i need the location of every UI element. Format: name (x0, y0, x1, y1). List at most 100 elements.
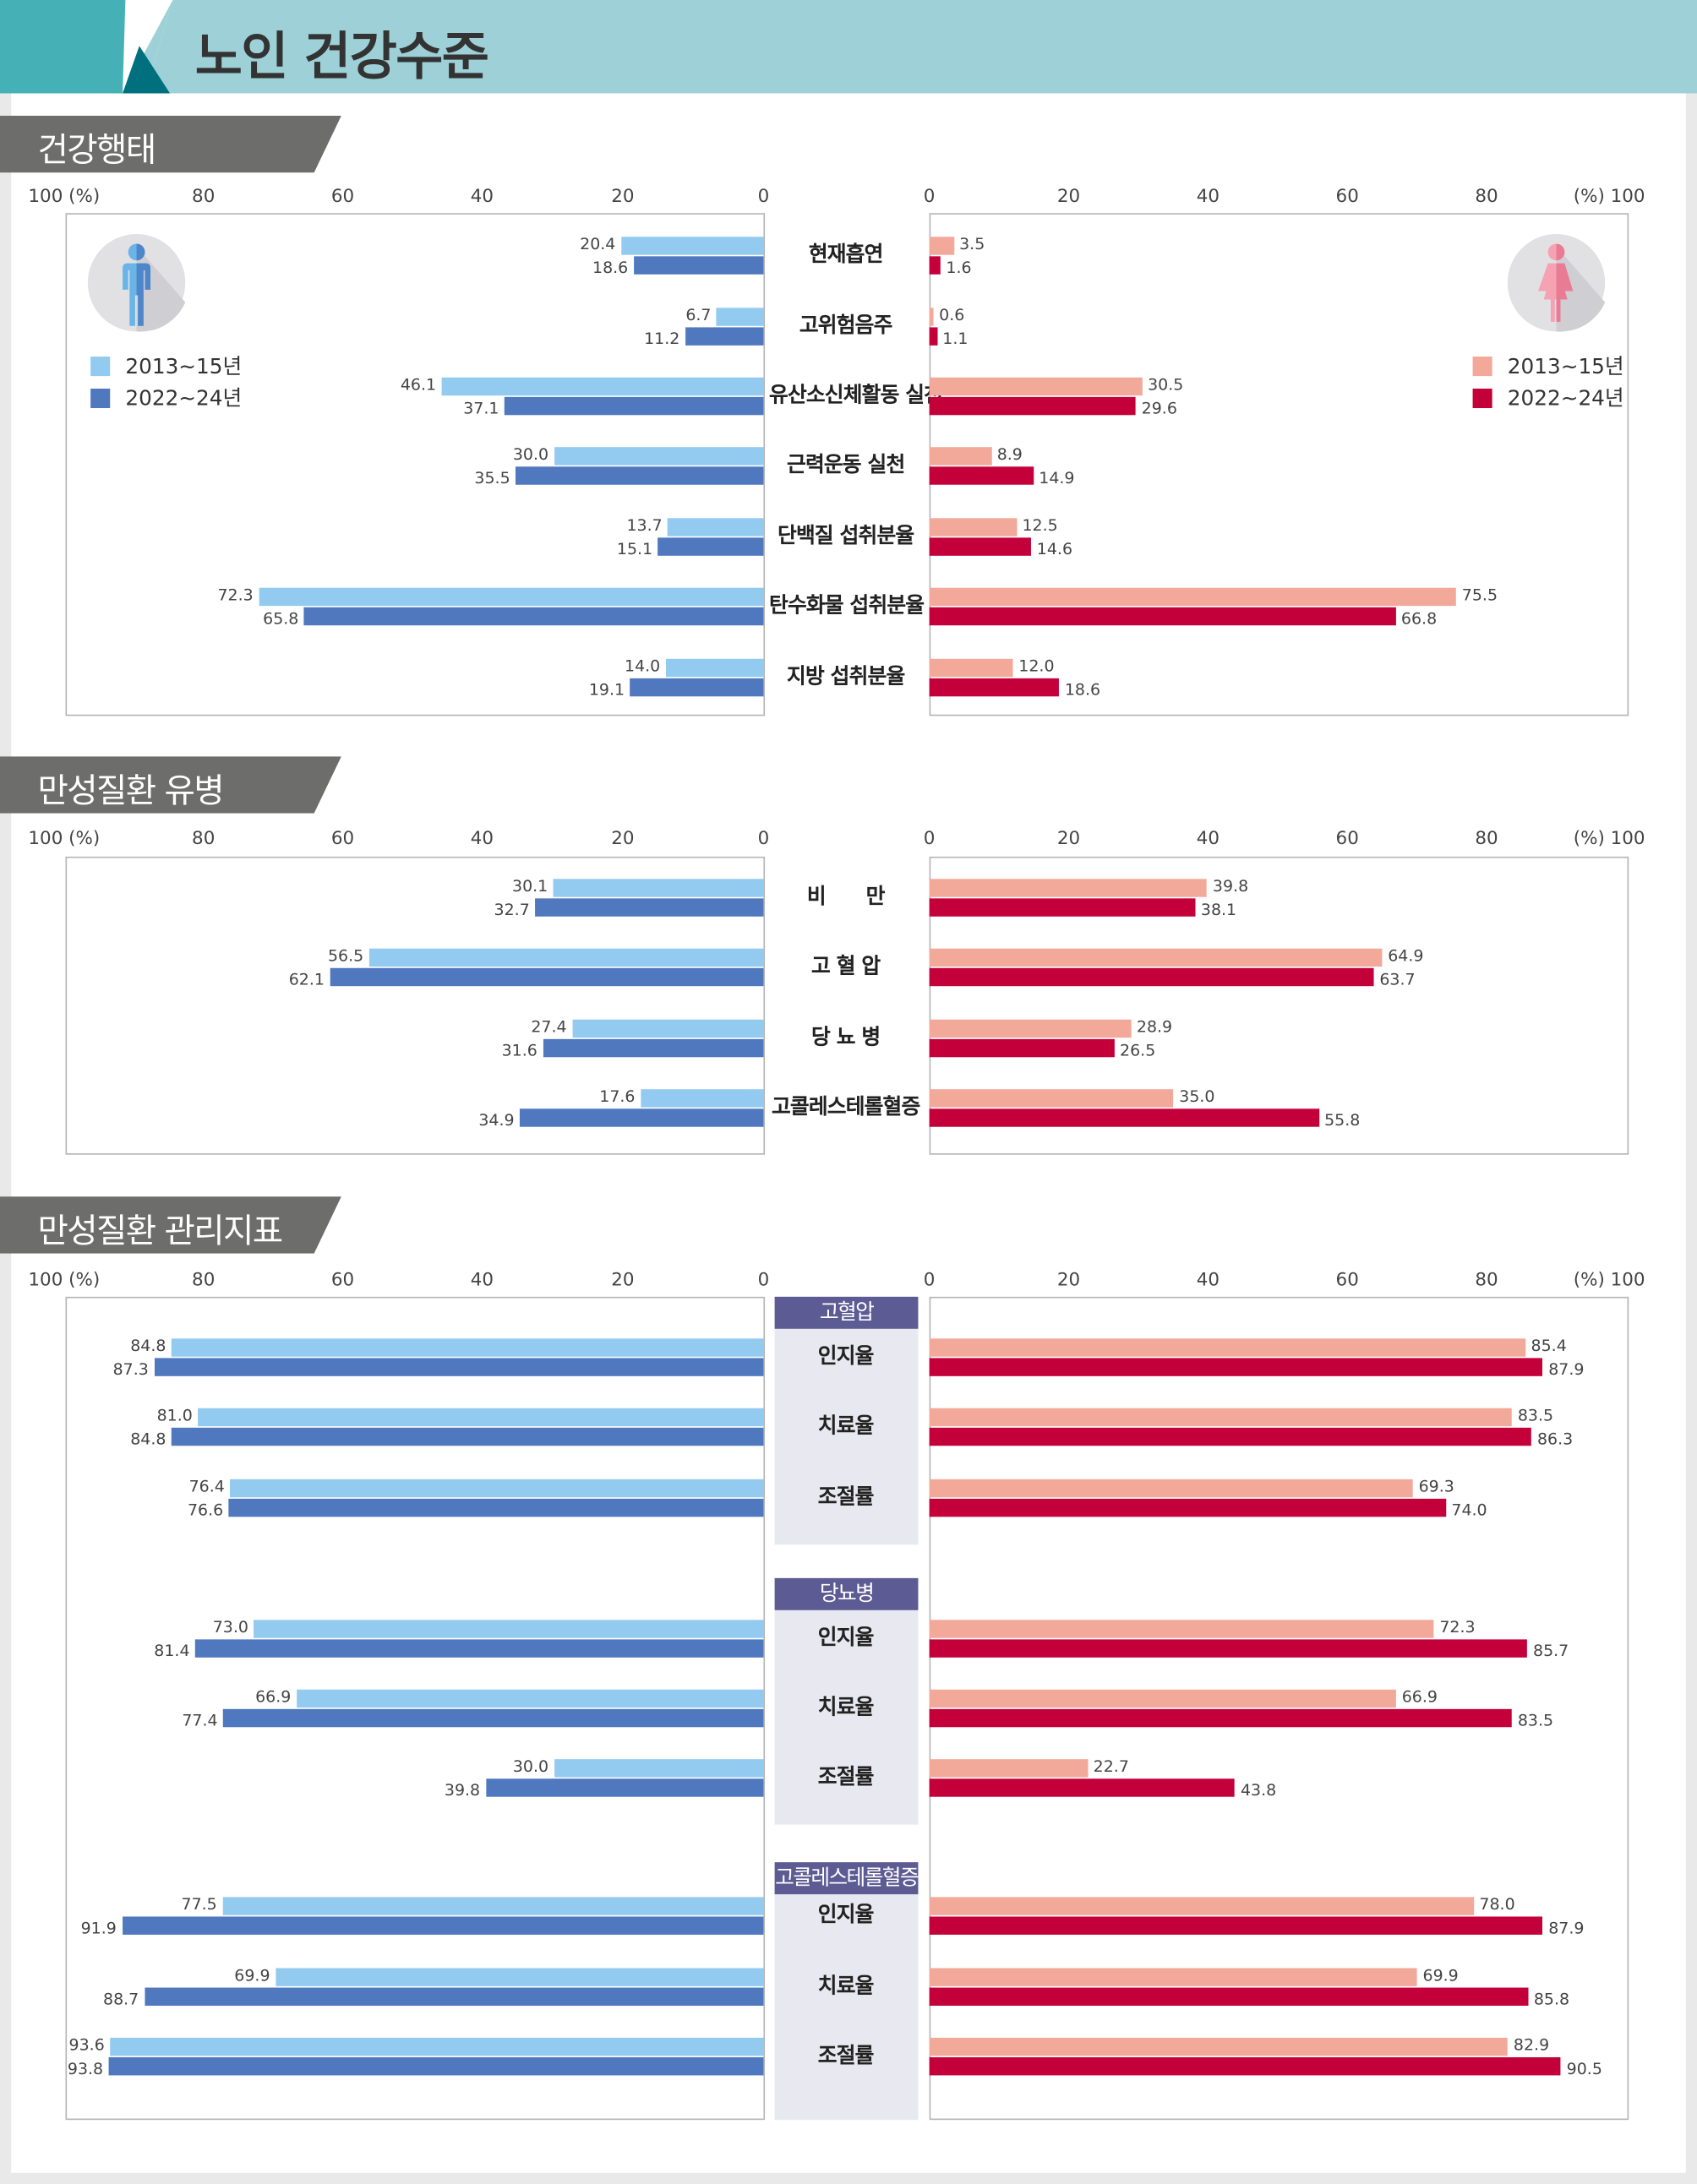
female-bar-2013 (929, 879, 1208, 897)
female-bar-2013 (929, 1089, 1174, 1108)
axis-tick-right: (%) 100 (1573, 828, 1645, 850)
axis-tick-left: 80 (192, 186, 216, 208)
male-value-label: 30.0 (512, 1756, 549, 1776)
legend-item-2013: 2013~15년 (90, 351, 242, 380)
male-value-label: 15.1 (616, 539, 653, 559)
axis-tick-left: 100 (%) (28, 828, 101, 850)
female-bar-2022 (929, 678, 1060, 697)
category-label: 단백질 섭취분율 (778, 523, 914, 548)
female-value-label: 35.0 (1179, 1086, 1215, 1106)
female-bar-2013 (929, 1689, 1397, 1708)
header-decoration (0, 0, 173, 94)
male-value-label: 34.9 (478, 1109, 515, 1130)
category-label: 고콜레스테롤혈증 (771, 1093, 920, 1119)
axis-tick-right: 0 (923, 828, 936, 850)
legend-swatch (1472, 388, 1492, 409)
legend-item-2022: 2022~24년 (90, 383, 242, 412)
male-value-label: 77.4 (182, 1710, 218, 1730)
section-title: 만성질환 관리지표 (37, 1212, 284, 1251)
section-tab: 만성질환 관리지표 (0, 1196, 341, 1254)
male-bar-2022 (504, 396, 764, 416)
female-bar-2013 (929, 658, 1013, 678)
category-label: 고 혈 압 (811, 953, 881, 979)
category-label: 조절률 (817, 2042, 875, 2068)
female-value-label: 12.5 (1022, 515, 1058, 536)
male-value-label: 31.6 (501, 1040, 537, 1060)
male-value-label: 81.0 (156, 1405, 193, 1425)
female-value-label: 75.5 (1461, 585, 1498, 605)
male-value-label: 93.8 (67, 2058, 104, 2078)
male-value-label: 14.0 (625, 656, 661, 676)
axis-tick-left: 0 (757, 828, 770, 850)
legend-swatch (90, 388, 111, 409)
female-value-label: 90.5 (1566, 2058, 1602, 2078)
female-bar-2022 (929, 1038, 1115, 1058)
axis-tick-right: 0 (923, 1270, 936, 1292)
male-bar-2022 (658, 537, 764, 556)
female-value-label: 1.6 (946, 257, 972, 278)
female-value-label: 0.6 (939, 305, 965, 325)
female-bar-2022 (929, 607, 1396, 626)
category-label: 치료율 (817, 1973, 875, 1998)
female-value-label: 82.9 (1513, 2034, 1550, 2055)
category-label: 조절률 (817, 1484, 875, 1510)
male-value-label: 77.5 (181, 1894, 217, 1914)
female-value-label: 14.9 (1039, 467, 1075, 488)
female-bar-2022 (929, 967, 1374, 987)
female-bar-2013 (929, 1759, 1089, 1778)
female-bar-2013 (929, 587, 1457, 607)
female-bar-2022 (929, 1639, 1528, 1658)
male-bar-2022 (144, 1987, 764, 2006)
category-label: 당 뇨 병 (811, 1024, 881, 1050)
female-bar-2022 (929, 1708, 1513, 1728)
category-label: 인지율 (817, 1625, 875, 1650)
male-value-label: 84.8 (130, 1429, 166, 1449)
male-value-label: 81.4 (154, 1641, 190, 1661)
male-bar-2022 (543, 1038, 764, 1058)
male-value-label: 18.6 (592, 257, 629, 278)
female-value-label: 78.0 (1479, 1894, 1515, 1914)
female-bar-2022 (929, 256, 941, 275)
female-value-label: 22.7 (1093, 1756, 1129, 1776)
male-value-label: 88.7 (103, 1989, 139, 2009)
category-label: 치료율 (817, 1413, 875, 1439)
category-label: 치료율 (817, 1694, 875, 1720)
female-value-label: 43.8 (1240, 1779, 1277, 1800)
male-bar-2022 (228, 1498, 764, 1517)
male-bar-2022 (154, 1358, 764, 1376)
axis-tick-right: 80 (1475, 1270, 1498, 1292)
male-value-label: 84.8 (130, 1336, 166, 1356)
legend-label: 2013~15년 (125, 353, 243, 379)
male-bar-2022 (303, 607, 764, 626)
female-bar-2013 (929, 1479, 1413, 1498)
male-bar-2022 (195, 1639, 764, 1658)
male-bar-2013 (441, 377, 764, 396)
axis-tick-right: (%) 100 (1573, 186, 1645, 208)
male-value-label: 32.7 (494, 899, 530, 920)
axis-tick-left: 40 (470, 828, 494, 850)
axis-tick-left: 80 (192, 828, 216, 850)
axis-tick-left: 20 (611, 828, 635, 850)
axis-tick-left: 100 (%) (28, 1270, 101, 1292)
group-header: 고혈압 (774, 1296, 919, 1329)
axis-tick-right: 60 (1335, 186, 1359, 208)
legend-swatch (90, 357, 111, 377)
female-value-label: 85.8 (1533, 1989, 1570, 2009)
female-bar-2022 (929, 1427, 1532, 1446)
male-value-label: 76.4 (188, 1476, 225, 1496)
female-bar-2022 (929, 1916, 1543, 1935)
axis-tick-right: 20 (1056, 186, 1081, 208)
female-bar-2022 (929, 1108, 1319, 1127)
male-value-label: 87.3 (112, 1359, 149, 1380)
male-value-label: 30.0 (512, 444, 549, 464)
axis-tick-left: 60 (330, 186, 355, 208)
female-value-label: 63.7 (1379, 969, 1416, 989)
male-bar-2013 (668, 518, 764, 536)
male-bar-2013 (665, 658, 764, 678)
male-value-label: 65.8 (263, 608, 299, 629)
female-value-label: 55.8 (1324, 1109, 1361, 1130)
category-label: 지방 섭취분율 (787, 663, 905, 689)
male-bar-2013 (172, 1338, 764, 1357)
male-bar-2013 (110, 2037, 764, 2056)
